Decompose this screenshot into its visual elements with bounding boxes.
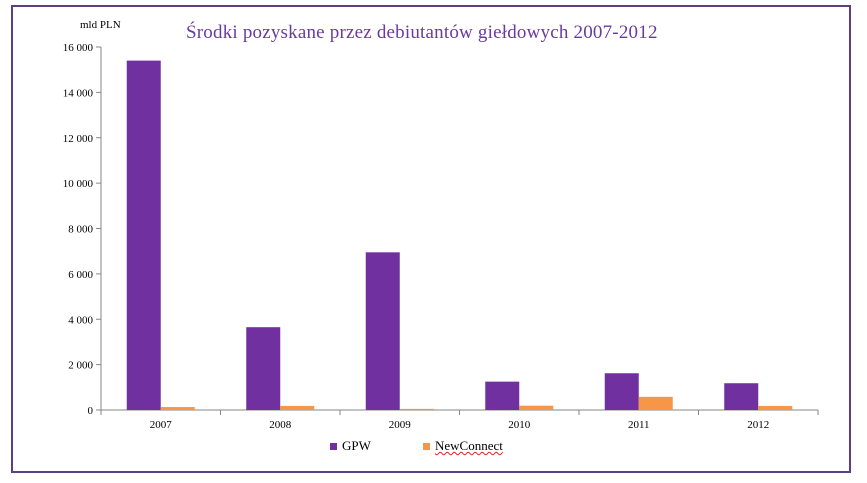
legend-swatch-gpw [330,442,337,450]
x-tick-label-2008: 2008 [269,419,292,431]
y-tick-label: 14 000 [63,87,94,99]
legend-label-gpw: GPW [342,438,371,453]
y-tick-label: 10 000 [63,178,94,190]
y-tick-label: 16 000 [63,42,94,54]
bar-gpw-2012 [724,383,759,410]
y-tick-label: 12 000 [63,133,94,145]
y-tick-label: 8 000 [68,224,93,236]
bar-newconnect-2012 [758,405,793,410]
x-tick-label-2012: 2012 [747,419,769,431]
y-tick-label: 6 000 [68,269,93,281]
bar-gpw-2009 [365,252,400,410]
bar-newconnect-2008 [280,405,315,410]
legend-label-newconnect: NewConnect [435,438,503,453]
y-tick-label: 2 000 [68,360,93,372]
legend-item-gpw: GPW [330,438,371,454]
x-tick-label-2009: 2009 [389,419,412,431]
bar-gpw-2011 [604,373,639,410]
bar-newconnect-2010 [519,405,554,410]
bar-gpw-2007 [126,60,161,411]
x-tick-label-2007: 2007 [150,419,173,431]
bar-newconnect-2011 [638,396,673,410]
legend-swatch-newconnect [423,442,430,450]
x-tick-label-2011: 2011 [628,419,650,431]
y-axis-unit-label: mld PLN [80,19,121,31]
chart-title: Środki pozyskane przez debiutantów giełd… [186,22,658,43]
legend-item-newconnect: NewConnect [423,438,503,454]
bar-newconnect-2007 [160,407,195,410]
bar-gpw-2008 [246,327,281,410]
y-tick-label: 0 [88,405,94,417]
bar-newconnect-2009 [399,408,434,410]
x-tick-label-2010: 2010 [508,419,531,431]
y-tick-label: 4 000 [68,314,93,326]
bar-gpw-2010 [485,381,520,410]
